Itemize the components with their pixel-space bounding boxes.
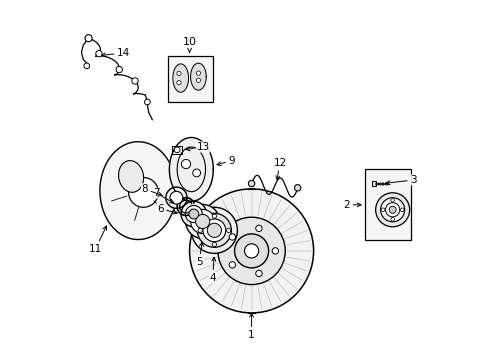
Circle shape — [196, 71, 200, 75]
Polygon shape — [100, 142, 177, 239]
Circle shape — [128, 177, 158, 207]
Circle shape — [174, 147, 180, 153]
Text: 8: 8 — [141, 184, 162, 196]
Bar — [371, 181, 375, 186]
Circle shape — [195, 215, 209, 229]
Circle shape — [272, 248, 278, 254]
Circle shape — [381, 208, 384, 212]
Circle shape — [248, 180, 254, 187]
Circle shape — [181, 159, 190, 168]
Circle shape — [380, 198, 404, 222]
Text: 2: 2 — [343, 200, 361, 210]
Circle shape — [294, 185, 300, 191]
Circle shape — [203, 219, 225, 242]
Text: 7: 7 — [152, 188, 173, 203]
Circle shape — [85, 35, 92, 42]
Text: 3: 3 — [386, 175, 416, 185]
Circle shape — [196, 78, 200, 82]
Circle shape — [198, 228, 202, 233]
Circle shape — [385, 203, 399, 217]
Polygon shape — [190, 63, 206, 90]
Text: 14: 14 — [102, 48, 130, 58]
Circle shape — [229, 234, 235, 240]
Text: 4: 4 — [209, 257, 216, 283]
Circle shape — [177, 81, 181, 85]
Circle shape — [390, 217, 394, 221]
Text: 12: 12 — [273, 158, 286, 180]
Circle shape — [170, 192, 183, 204]
Circle shape — [197, 213, 231, 247]
Circle shape — [212, 214, 216, 218]
Circle shape — [218, 217, 285, 284]
Circle shape — [244, 244, 258, 258]
Text: 13: 13 — [185, 142, 209, 152]
Bar — [172, 146, 182, 154]
Bar — [364, 169, 410, 240]
Circle shape — [375, 193, 409, 227]
Circle shape — [84, 63, 89, 69]
Circle shape — [207, 223, 221, 238]
Circle shape — [185, 204, 219, 238]
Circle shape — [192, 169, 200, 177]
Circle shape — [189, 189, 313, 313]
Text: 6: 6 — [157, 204, 177, 214]
Circle shape — [400, 208, 403, 212]
Circle shape — [185, 206, 202, 222]
Circle shape — [229, 262, 235, 268]
Text: 9: 9 — [217, 156, 235, 166]
Circle shape — [181, 201, 206, 227]
Polygon shape — [169, 138, 213, 201]
Circle shape — [388, 206, 395, 213]
Circle shape — [191, 207, 237, 253]
Circle shape — [212, 242, 216, 247]
Circle shape — [96, 50, 102, 57]
Ellipse shape — [118, 161, 143, 192]
Circle shape — [255, 270, 262, 277]
Circle shape — [188, 209, 198, 219]
Circle shape — [144, 99, 150, 105]
Circle shape — [116, 66, 122, 73]
Circle shape — [132, 78, 138, 84]
Circle shape — [255, 225, 262, 231]
Circle shape — [226, 228, 230, 233]
Polygon shape — [173, 64, 188, 92]
Text: 10: 10 — [182, 37, 196, 47]
Circle shape — [165, 187, 187, 208]
Bar — [168, 56, 212, 102]
Text: 1: 1 — [248, 313, 254, 340]
Text: 11: 11 — [89, 226, 106, 254]
Circle shape — [177, 71, 181, 76]
Circle shape — [390, 198, 394, 202]
Text: 5: 5 — [195, 242, 203, 267]
Circle shape — [234, 234, 268, 268]
Circle shape — [190, 210, 214, 234]
